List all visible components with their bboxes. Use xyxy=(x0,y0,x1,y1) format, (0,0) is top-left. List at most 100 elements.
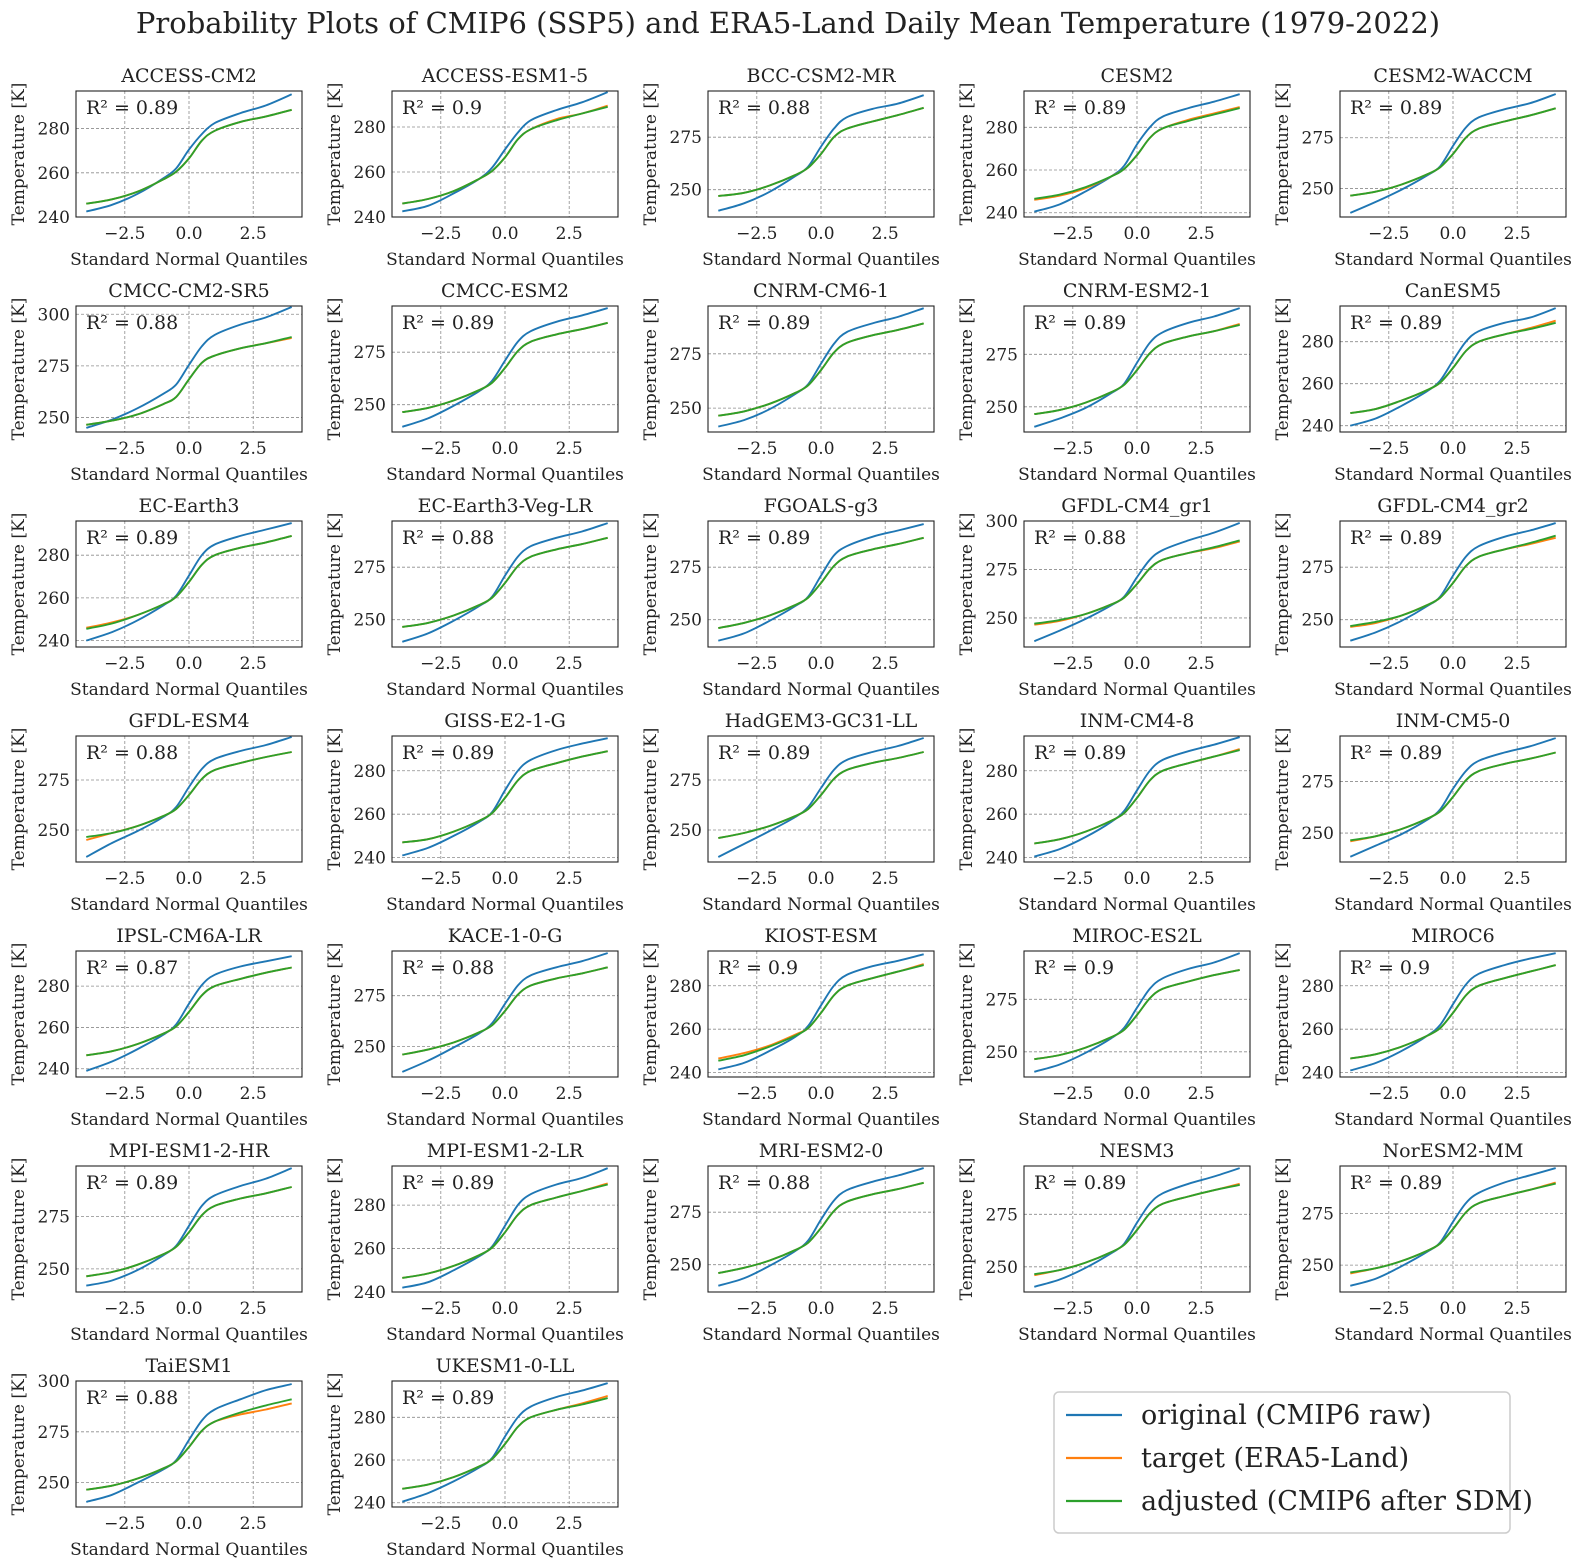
r2-annotation: R² = 0.89 xyxy=(1034,312,1126,334)
subplot-canesm5: CanESM5 R² = 0.89 −2.5 0.0 2.5 240 260 280 Stand… xyxy=(1273,280,1572,485)
subplot-mpi-esm1-2-lr: MPI-ESM1-2-LR R² = 0.89 −2.5 0.0 2.5 240 260 28… xyxy=(325,1140,624,1345)
subplot-cmcc-cm2-sr5: CMCC-CM2-SR5 R² = 0.88 −2.5 0.0 2.5 250 275 300… xyxy=(9,280,308,485)
y-tick-label: 275 xyxy=(1302,772,1334,792)
y-tick-label: 240 xyxy=(1302,417,1334,437)
y-axis-label: Temperature [K] xyxy=(957,83,977,226)
axes-frame xyxy=(391,1380,619,1508)
axes-frame xyxy=(1339,520,1567,648)
y-tick-label: 240 xyxy=(354,1283,386,1303)
r2-annotation: R² = 0.88 xyxy=(718,1172,810,1194)
series-group xyxy=(86,1383,292,1503)
y-axis-label: Temperature [K] xyxy=(9,943,29,1086)
y-tick-label: 275 xyxy=(670,1203,702,1223)
y-tick-label: 280 xyxy=(38,977,70,997)
series-original-line xyxy=(401,1382,608,1503)
x-tick-label: 0.0 xyxy=(491,869,518,889)
series-adjusted-line xyxy=(1034,107,1240,200)
x-axis-label: Standard Normal Quantiles xyxy=(386,680,624,700)
x-tick-label: −2.5 xyxy=(1368,1084,1409,1104)
y-tick-label: 240 xyxy=(354,849,386,869)
series-original-line xyxy=(402,737,608,857)
r2-annotation: R² = 0.89 xyxy=(86,1172,178,1194)
r2-annotation: R² = 0.88 xyxy=(402,957,494,979)
legend-frame xyxy=(1053,1391,1511,1534)
x-axis-label: Standard Normal Quantiles xyxy=(386,465,624,485)
x-tick-label: 2.5 xyxy=(556,1514,583,1534)
series-adjusted-line xyxy=(1034,968,1240,1061)
y-tick-label: 275 xyxy=(986,1205,1018,1225)
y-tick-label: 250 xyxy=(354,611,386,631)
series-adjusted-line xyxy=(402,536,608,628)
y-axis-label: Temperature [K] xyxy=(1273,943,1293,1086)
x-axis-label: Standard Normal Quantiles xyxy=(386,1110,624,1130)
y-tick-label: 250 xyxy=(670,611,702,631)
subplot-title: MRI-ESM2-0 xyxy=(759,1140,884,1162)
series-original-line xyxy=(718,1167,924,1287)
x-tick-label: 2.5 xyxy=(872,224,899,244)
x-tick-label: 2.5 xyxy=(872,439,899,459)
subplot-title: GFDL-CM4_gr1 xyxy=(1061,495,1213,517)
x-tick-label: 0.0 xyxy=(1439,224,1466,244)
subplot-noresm2-mm: NorESM2-MM R² = 0.89 −2.5 0.0 2.5 250 275 Stand… xyxy=(1273,1140,1572,1345)
x-tick-label: −2.5 xyxy=(1052,869,1093,889)
x-tick-label: −2.5 xyxy=(736,869,777,889)
subplot-title: NESM3 xyxy=(1099,1140,1174,1162)
x-tick-label: −2.5 xyxy=(1368,869,1409,889)
y-tick-label: 240 xyxy=(986,204,1018,224)
x-tick-label: 0.0 xyxy=(807,224,834,244)
x-axis-label: Standard Normal Quantiles xyxy=(1018,680,1256,700)
y-tick-label: 260 xyxy=(354,1451,386,1471)
series-adjusted-line xyxy=(86,336,292,426)
x-tick-label: −2.5 xyxy=(104,654,145,674)
y-axis-label: Temperature [K] xyxy=(1273,298,1293,441)
subplot-title: EC-Earth3 xyxy=(138,495,239,517)
series-group xyxy=(1033,522,1241,643)
y-axis-label: Temperature [K] xyxy=(325,728,345,871)
y-tick-label: 280 xyxy=(38,120,70,140)
axes-frame xyxy=(707,305,935,433)
subplot-cnrm-esm2-1: CNRM-ESM2-1 R² = 0.89 −2.5 0.0 2.5 250 275 Stan… xyxy=(957,280,1256,485)
x-tick-label: −2.5 xyxy=(1052,654,1093,674)
y-tick-label: 250 xyxy=(38,409,70,429)
y-tick-label: 260 xyxy=(354,805,386,825)
subplot-bcc-csm2-mr: BCC-CSM2-MR R² = 0.88 −2.5 0.0 2.5 250 275 Stan… xyxy=(641,65,940,270)
y-tick-label: 280 xyxy=(38,546,70,566)
x-tick-label: −2.5 xyxy=(736,654,777,674)
subplot-title: GFDL-CM4_gr2 xyxy=(1377,495,1529,517)
y-axis-label: Temperature [K] xyxy=(325,1158,345,1301)
x-tick-label: −2.5 xyxy=(104,1514,145,1534)
subplot-title: GFDL-ESM4 xyxy=(128,710,249,732)
series-adjusted-line xyxy=(718,751,924,839)
subplot-cnrm-cm6-1: CNRM-CM6-1 R² = 0.89 −2.5 0.0 2.5 250 275 Stand… xyxy=(641,280,940,485)
y-tick-label: 250 xyxy=(354,396,386,416)
axes-frame xyxy=(391,1165,619,1293)
series-adjusted-line xyxy=(402,1397,608,1490)
series-group xyxy=(1349,93,1557,214)
subplot-access-esm1-5: ACCESS-ESM1-5 R² = 0.9 −2.5 0.0 2.5 240 260 280… xyxy=(325,65,624,270)
y-tick-label: 280 xyxy=(354,1196,386,1216)
series-group xyxy=(1350,952,1556,1072)
legend-target-label: target (ERA5-Land) xyxy=(1141,1443,1409,1474)
x-tick-label: 2.5 xyxy=(240,654,267,674)
subplot-title: CNRM-ESM2-1 xyxy=(1063,280,1211,302)
series-adjusted-line xyxy=(1350,534,1556,627)
series-original-line xyxy=(401,952,608,1073)
series-adjusted-line xyxy=(718,322,924,417)
x-tick-label: 2.5 xyxy=(1504,869,1531,889)
x-tick-label: −2.5 xyxy=(1368,224,1409,244)
x-tick-label: −2.5 xyxy=(1052,439,1093,459)
figure-title: Probability Plots of CMIP6 (SSP5) and ER… xyxy=(136,6,1440,40)
subplot-cmcc-esm2: CMCC-ESM2 R² = 0.89 −2.5 0.0 2.5 250 275 Standa… xyxy=(325,280,624,485)
y-axis-label: Temperature [K] xyxy=(1273,728,1293,871)
y-tick-label: 250 xyxy=(986,1043,1018,1063)
y-tick-label: 275 xyxy=(38,771,70,791)
r2-annotation: R² = 0.89 xyxy=(86,97,178,119)
series-group xyxy=(1034,952,1241,1073)
y-tick-label: 240 xyxy=(354,208,386,228)
subplot-title: ACCESS-ESM1-5 xyxy=(421,65,588,87)
x-tick-label: 0.0 xyxy=(1439,439,1466,459)
y-tick-label: 260 xyxy=(986,161,1018,181)
series-adjusted-line xyxy=(1350,1182,1556,1274)
